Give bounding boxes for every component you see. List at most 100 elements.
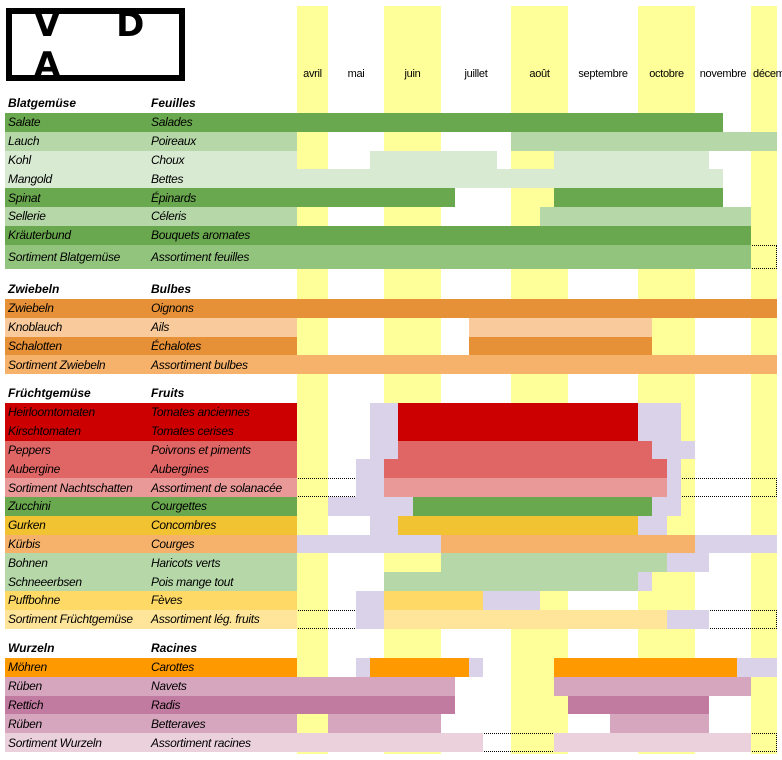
vegetable-row: Heirloomtomaten Tomates anciennes [5, 403, 777, 422]
vegetable-row: Aubergine Aubergines [5, 459, 777, 479]
secondary-period-bar [356, 590, 384, 610]
secondary-period-bar [328, 496, 413, 516]
secondary-period-bar [638, 515, 667, 535]
name-fr: Assortiment lég. fruits [151, 612, 260, 627]
row-label-bg [5, 534, 297, 554]
row-label-bg [5, 131, 297, 151]
row-label-bg [5, 733, 297, 752]
name-fr: Choux [151, 152, 185, 167]
secondary-period-bar [356, 658, 370, 677]
name-de: Sortiment Früchtgemüse [8, 612, 133, 627]
row-label-bg [5, 658, 297, 677]
name-fr: Courgettes [151, 499, 207, 514]
name-de: Spinat [8, 190, 41, 205]
secondary-period-bar [370, 440, 399, 460]
vegetable-row: Puffbohne Fèves [5, 590, 777, 610]
row-label-bg [5, 355, 297, 375]
secondary-period-bar [356, 609, 384, 629]
row-label-bg [5, 515, 297, 535]
main-season-bar [398, 403, 638, 422]
name-fr: Carottes [151, 660, 194, 675]
secondary-period-bar [652, 496, 681, 516]
row-label-bg [5, 714, 297, 734]
row-label-bg [5, 676, 297, 696]
main-season-bar [370, 658, 469, 677]
name-fr: Échalotes [151, 338, 201, 353]
name-de: Mangold [8, 171, 52, 186]
vegetable-row: Kräuterbund Bouquets aromates [5, 225, 777, 245]
main-season-bar [398, 440, 653, 460]
row-label-bg [5, 440, 297, 460]
name-fr: Fèves [151, 593, 183, 608]
row-label-bg [5, 572, 297, 591]
main-season-bar [297, 113, 723, 132]
section-title-fr: Bulbes [151, 282, 192, 296]
main-season-bar [384, 609, 667, 629]
main-season-bar [511, 131, 777, 151]
main-season-bar [469, 336, 653, 356]
name-fr: Tomates anciennes [151, 405, 250, 420]
month-label: juillet [464, 68, 488, 80]
vegetable-row: Kürbis Courges [5, 534, 777, 554]
main-season-bar [297, 244, 751, 269]
secondary-period-bar [297, 534, 441, 554]
section-header: Wurzeln Racines [5, 639, 777, 658]
secondary-period-bar [666, 553, 709, 573]
section-0: Blatgemüse Feuilles Salate Salades Lauch Poir… [5, 94, 777, 269]
row-label-bg [5, 225, 297, 245]
assortment-row: Sortiment Nachtschatten Assortiment de so… [5, 478, 777, 497]
main-season-bar [568, 695, 709, 715]
main-season-bar [297, 188, 455, 207]
name-de: Sortiment Nachtschatten [8, 480, 133, 495]
vegetable-row: Kirschtomaten Tomates cerises [5, 421, 777, 441]
row-label-bg [5, 188, 297, 207]
row-label-bg [5, 299, 297, 318]
vegetable-row: Kohl Choux [5, 150, 777, 170]
section-3: Wurzeln Racines Möhren Carottes Rüben Navets R… [5, 639, 777, 752]
name-fr: Assortiment feuilles [151, 249, 250, 264]
row-label-bg [5, 421, 297, 441]
section-2: Früchtgemüse Fruits Heirloomtomaten Tomates… [5, 384, 777, 629]
name-de: Zucchini [8, 499, 51, 514]
main-season-bar [553, 676, 751, 696]
name-fr: Épinards [151, 190, 196, 205]
month-label: décembre [753, 68, 782, 80]
name-de: Kirschtomaten [8, 424, 81, 439]
row-label-bg [5, 169, 297, 189]
section-header: Früchtgemüse Fruits [5, 384, 777, 403]
vegetable-row: Rüben Betteraves [5, 714, 777, 734]
main-season-bar [370, 150, 497, 170]
main-season-bar [297, 733, 483, 752]
section-title-de: Blatgemüse [8, 96, 77, 110]
main-season-bar [384, 459, 667, 479]
row-label-bg [5, 496, 297, 516]
name-de: Kohl [8, 152, 31, 167]
name-de: Lauch [8, 134, 40, 149]
name-fr: Aubergines [151, 461, 209, 476]
logo-text: V D A [34, 4, 167, 85]
main-season-bar [610, 714, 709, 734]
vegetable-row: Zwiebeln Oignons [5, 299, 777, 318]
main-season-bar [469, 317, 653, 337]
month-label: novembre [699, 68, 747, 80]
row-label-bg [5, 113, 297, 132]
main-season-bar [539, 206, 751, 226]
name-de: Sortiment Zwiebeln [8, 357, 106, 372]
main-season-bar [553, 188, 723, 207]
secondary-period-bar [666, 478, 681, 497]
vegetable-row: Möhren Carottes [5, 658, 777, 677]
name-de: Peppers [8, 442, 51, 457]
name-fr: Courges [151, 536, 195, 551]
name-de: Zwiebeln [8, 301, 54, 316]
main-season-bar [553, 658, 737, 677]
name-de: Kräuterbund [8, 228, 71, 243]
name-de: Rüben [8, 679, 42, 694]
name-de: Bohnen [8, 555, 48, 570]
name-fr: Bouquets aromates [151, 228, 250, 243]
name-fr: Poivrons et piments [151, 442, 251, 457]
secondary-period-bar [356, 478, 384, 497]
name-de: Schneeerbsen [8, 574, 82, 589]
row-label-bg [5, 553, 297, 573]
name-fr: Concombres [151, 518, 217, 533]
main-season-bar [553, 150, 709, 170]
